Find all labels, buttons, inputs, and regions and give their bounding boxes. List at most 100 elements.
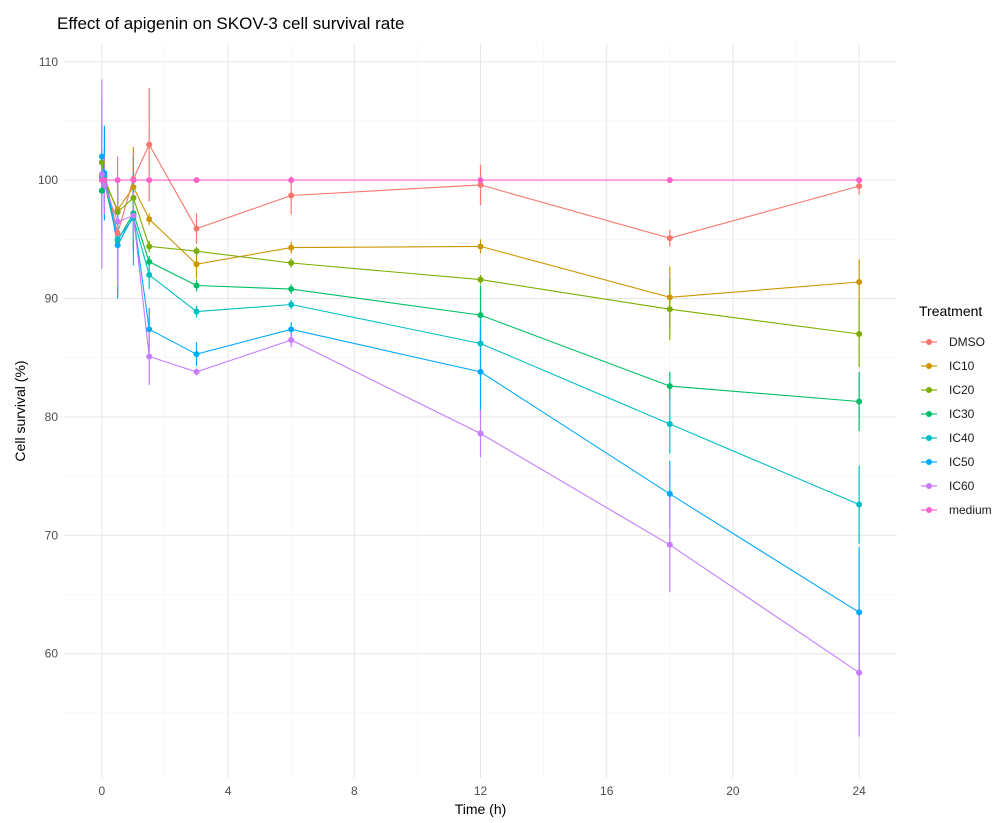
y-tick-label: 80 — [45, 410, 59, 424]
legend-label-ic30: IC30 — [949, 407, 975, 421]
x-tick-label: 20 — [726, 784, 740, 798]
y-tick-label: 90 — [45, 292, 59, 306]
data-point-ic30 — [856, 398, 863, 405]
legend-layer: Treatment DMSO IC10 IC20 IC30 IC40 IC50 IC60 med… — [919, 303, 992, 517]
x-tick-label: 16 — [600, 784, 614, 798]
data-point-ic50 — [98, 153, 105, 160]
data-point-ic60 — [146, 353, 153, 360]
y-tick-label: 110 — [39, 55, 58, 69]
legend-label-ic20: IC20 — [949, 383, 975, 397]
data-point-ic10 — [666, 294, 673, 301]
data-point-ic60 — [114, 218, 121, 225]
data-point-ic60 — [98, 171, 105, 178]
data-point-ic20 — [477, 276, 484, 283]
data-point-dmso — [666, 235, 673, 242]
legend-label-ic50: IC50 — [949, 455, 975, 469]
data-point-ic30 — [146, 258, 153, 265]
x-tick-label: 0 — [99, 784, 106, 798]
data-point-ic50 — [193, 351, 200, 358]
data-point-medium — [193, 177, 200, 184]
data-point-ic10 — [856, 278, 863, 285]
y-tick-label: 70 — [45, 528, 59, 542]
data-point-dmso — [146, 141, 153, 148]
data-point-ic20 — [666, 306, 673, 313]
data-point-ic50 — [114, 242, 121, 249]
data-point-dmso — [114, 230, 121, 237]
line-layer — [101, 143, 860, 674]
chart-title: Effect of apigenin on SKOV-3 cell surviv… — [57, 14, 405, 33]
data-point-ic20 — [130, 194, 137, 201]
data-point-ic60 — [666, 541, 673, 548]
data-point-ic30 — [477, 312, 484, 319]
data-point-ic40 — [666, 421, 673, 428]
legend-label-medium: medium — [949, 503, 992, 517]
data-point-dmso — [856, 183, 863, 190]
legend-key-point-ic60 — [926, 483, 932, 489]
data-point-ic30 — [666, 383, 673, 390]
data-point-ic10 — [477, 243, 484, 250]
legend-title: Treatment — [919, 303, 982, 319]
legend-key-point-ic20 — [926, 387, 932, 393]
data-point-dmso — [477, 181, 484, 188]
data-point-ic10 — [288, 244, 295, 251]
data-point-medium — [101, 177, 108, 184]
legend-key-point-dmso — [926, 339, 932, 345]
data-point-ic30 — [98, 187, 105, 194]
data-point-ic20 — [288, 260, 295, 267]
data-point-medium — [666, 177, 673, 184]
data-point-medium — [856, 177, 863, 184]
data-point-dmso — [288, 192, 295, 199]
data-point-ic50 — [288, 326, 295, 333]
data-point-medium — [130, 177, 137, 184]
legend-key-point-ic10 — [926, 363, 932, 369]
x-tick-label: 8 — [351, 784, 358, 798]
x-tick-label: 24 — [852, 784, 866, 798]
series-line-ic60 — [101, 174, 860, 674]
data-point-ic60 — [477, 430, 484, 437]
data-point-ic50 — [477, 368, 484, 375]
data-point-ic10 — [193, 261, 200, 268]
data-point-ic40 — [146, 271, 153, 278]
legend-label-ic10: IC10 — [949, 359, 975, 373]
series-line-ic20 — [101, 162, 860, 335]
legend-key-point-ic50 — [926, 459, 932, 465]
series-line-ic50 — [101, 156, 860, 613]
data-point-ic60 — [288, 336, 295, 343]
data-point-ic40 — [856, 501, 863, 508]
data-point-ic40 — [193, 308, 200, 315]
data-point-ic20 — [98, 159, 105, 166]
data-point-ic40 — [114, 236, 121, 243]
x-tick-label: 4 — [225, 784, 232, 798]
data-point-ic60 — [856, 669, 863, 676]
data-point-dmso — [193, 225, 200, 232]
data-point-ic30 — [288, 286, 295, 293]
data-point-ic10 — [130, 184, 137, 191]
legend-label-ic60: IC60 — [949, 479, 975, 493]
data-point-medium — [477, 177, 484, 184]
x-axis-title: Time (h) — [455, 801, 507, 817]
data-point-medium — [288, 177, 295, 184]
data-point-medium — [146, 177, 153, 184]
axis-layer: 0 4 8 12 16 20 24 60 70 80 90 100 110 Time (h) Cell su… — [12, 55, 866, 817]
data-point-ic60 — [193, 368, 200, 375]
data-point-ic50 — [666, 490, 673, 497]
data-point-ic10 — [146, 216, 153, 223]
point-layer — [98, 141, 863, 676]
data-point-ic40 — [288, 301, 295, 308]
data-point-medium — [114, 177, 121, 184]
x-tick-label: 12 — [474, 784, 488, 798]
data-point-ic30 — [193, 282, 200, 289]
data-point-ic20 — [856, 331, 863, 338]
data-point-ic50 — [856, 609, 863, 616]
y-axis-title: Cell survival (%) — [12, 360, 28, 461]
legend-label-ic40: IC40 — [949, 431, 975, 445]
data-point-ic40 — [477, 340, 484, 347]
data-point-ic20 — [193, 248, 200, 255]
y-tick-label: 100 — [38, 173, 58, 187]
data-point-ic20 — [146, 243, 153, 250]
data-point-ic20 — [114, 209, 121, 216]
y-tick-label: 60 — [45, 647, 59, 661]
legend-label-dmso: DMSO — [949, 335, 985, 349]
